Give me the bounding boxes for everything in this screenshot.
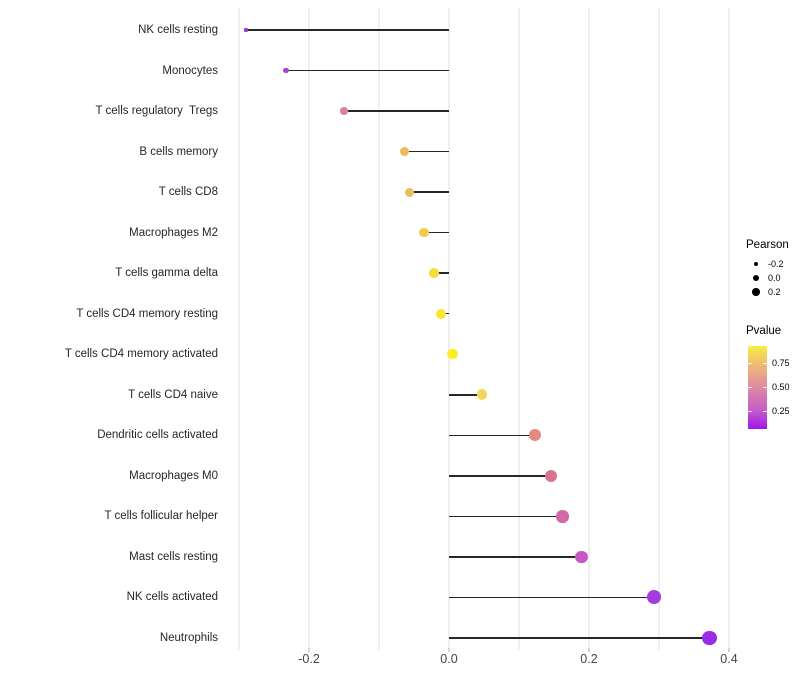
lollipop-dot (429, 268, 440, 279)
lollipop-stem (449, 475, 552, 477)
pvalue-tick-mark (763, 363, 767, 364)
x-axis-tick (308, 648, 310, 652)
pvalue-tick-label: 0.50 (772, 382, 790, 392)
x-axis-tick-label: 0.2 (580, 652, 598, 666)
lollipop-stem (404, 150, 449, 153)
pvalue-gradient-bar (748, 346, 767, 429)
size-legend-dot (753, 275, 759, 281)
category-label: T cells follicular helper (104, 510, 218, 523)
lollipop-dot (476, 389, 488, 401)
lollipop-stem (449, 434, 536, 437)
x-axis-tick (448, 648, 450, 652)
pvalue-tick-label: 0.75 (772, 358, 790, 368)
category-label: T cells CD4 memory resting (76, 307, 218, 320)
lollipop-dot (529, 429, 541, 442)
category-label: NK cells activated (126, 591, 218, 604)
lollipop-dot (701, 630, 717, 646)
category-label: Monocytes (162, 64, 218, 77)
lollipop-stem (434, 272, 449, 274)
x-axis-tick (588, 648, 590, 652)
lollipop-dot (545, 469, 558, 482)
x-axis-tick-label: -0.2 (298, 652, 320, 666)
lollipop-stem (449, 394, 482, 396)
size-legend-label: 0.0 (768, 273, 781, 283)
color-legend-title: Pvalue (746, 325, 782, 337)
lollipop-stem (423, 231, 449, 234)
lollipop-dot (647, 590, 662, 605)
gridline-x--0.3 (238, 8, 240, 650)
lollipop-dot (556, 510, 569, 523)
size-legend-dot (753, 261, 759, 267)
pvalue-tick-mark (763, 411, 767, 412)
size-legend-label: -0.2 (768, 259, 784, 269)
x-axis-tick-label: 0.0 (440, 652, 458, 666)
gridline-x-0.4 (728, 8, 730, 650)
category-label: NK cells resting (138, 24, 218, 36)
pvalue-tick-mark (748, 363, 752, 364)
pvalue-tick-mark (748, 411, 752, 412)
category-label: T cells CD4 naive (128, 388, 218, 401)
lollipop-dot (283, 67, 289, 74)
gridline-x--0.2 (308, 8, 310, 650)
lollipop-dot (436, 308, 447, 319)
lollipop-stem (449, 596, 655, 599)
category-label: B cells memory (139, 145, 218, 158)
lollipop-stem (344, 110, 449, 112)
lollipop-dot (404, 187, 414, 197)
lollipop-stem (449, 637, 710, 639)
pvalue-tick-label: 0.25 (772, 406, 790, 416)
x-axis-tick (728, 648, 730, 652)
category-label: Neutrophils (159, 631, 218, 644)
lollipop-stem (449, 556, 582, 558)
x-axis-tick-label: 0.4 (720, 652, 738, 666)
size-legend-dot (752, 288, 760, 296)
lollipop-stem (409, 191, 449, 193)
category-label: Macrophages M0 (129, 469, 218, 482)
category-label: T cells CD8 (158, 186, 218, 199)
gridline-x-0 (448, 8, 450, 650)
gridline-x-0.1 (518, 8, 520, 650)
category-label: T cells CD4 memory activated (64, 348, 218, 361)
pvalue-tick-mark (748, 387, 752, 388)
lollipop-stem (285, 69, 449, 72)
lollipop-dot (574, 550, 588, 564)
category-label: Macrophages M2 (129, 226, 218, 239)
lollipop-stem (449, 515, 563, 518)
gridline-x--0.1 (378, 8, 380, 650)
category-label: T cells regulatory Tregs (95, 105, 218, 118)
category-label: Mast cells resting (129, 550, 218, 563)
lollipop-dot (419, 227, 429, 238)
lollipop-stem (246, 29, 449, 31)
lollipop-dot (244, 28, 248, 32)
size-legend-label: 0.2 (768, 287, 781, 297)
gridline-x-0.3 (658, 8, 660, 650)
category-label: T cells gamma delta (115, 267, 218, 280)
lollipop-dot (447, 349, 458, 360)
pvalue-tick-mark (763, 387, 767, 388)
gridline-x-0.2 (588, 8, 590, 650)
lollipop-dot (399, 147, 409, 157)
size-legend-title: Pearson (746, 239, 789, 251)
category-label: Dendritic cells activated (97, 429, 218, 442)
lollipop-dot (340, 107, 348, 115)
